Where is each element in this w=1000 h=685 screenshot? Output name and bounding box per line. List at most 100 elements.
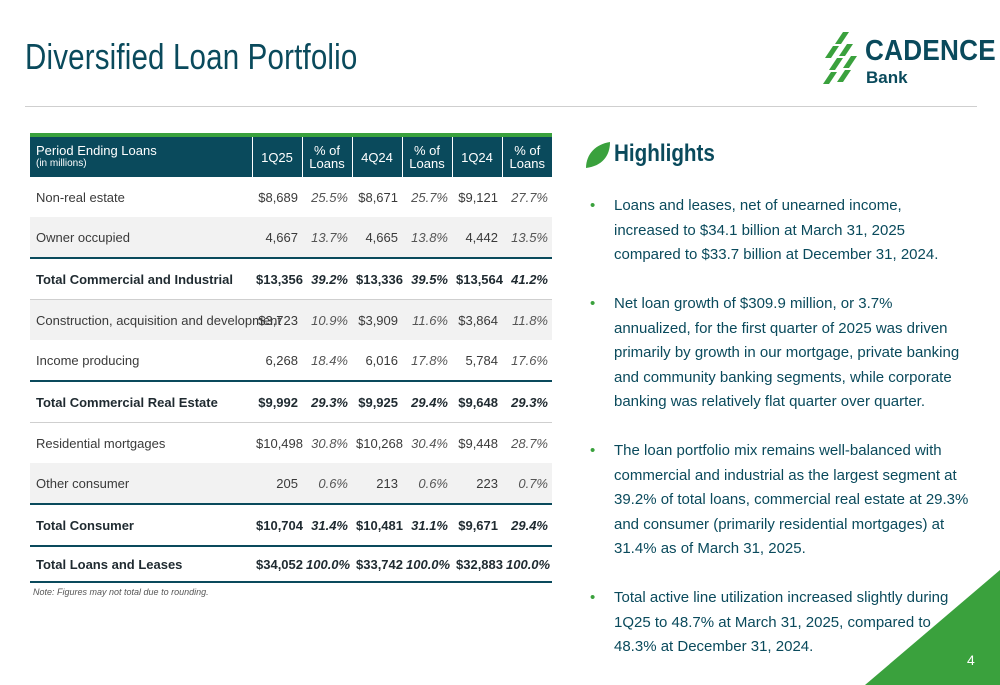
cell-value: $32,883 <box>452 545 503 583</box>
bullet-icon: • <box>590 197 596 214</box>
bullet-icon: • <box>590 589 596 606</box>
header-pct-1q24: % of Loans <box>501 135 552 177</box>
cell-value: $9,671 <box>452 503 502 547</box>
bullet-icon: • <box>590 442 596 459</box>
cell-pct: 29.4% <box>402 380 452 423</box>
cell-value: 4,665 <box>352 217 402 258</box>
cell-pct: 29.3% <box>502 380 552 423</box>
cell-value: 5,784 <box>465 352 498 368</box>
cell-value: $9,992 <box>252 380 302 423</box>
cell-pct: 30.4% <box>411 435 448 451</box>
cell-pct: 13.5% <box>502 217 552 258</box>
cell-pct: 17.8% <box>411 352 448 368</box>
header-pct-line1: % of <box>313 143 340 158</box>
logo-subtext: Bank <box>866 68 908 87</box>
header-period: Period Ending Loans (in millions) <box>30 135 252 177</box>
header-pct-line2: Loans <box>509 156 545 171</box>
header-pct-4q24: % of Loans <box>401 135 452 177</box>
header-pct-line1: % of <box>413 143 440 158</box>
header-1q24: 1Q24 <box>451 135 502 177</box>
bullet-text: The loan portfolio mix remains well-bala… <box>614 442 969 557</box>
highlights-list: • Loans and leases, net of unearned incom… <box>590 194 970 684</box>
table-row: Owner occupied 4,667 13.7% 4,665 13.8% 4… <box>30 217 552 258</box>
row-label: Total Commercial Real Estate <box>30 380 252 423</box>
cell-pct: 0.6% <box>302 463 352 504</box>
cell-pct: 31.4% <box>302 503 352 547</box>
row-label: Total Loans and Leases <box>30 545 252 583</box>
cell-pct: 25.5% <box>311 189 348 205</box>
cell-pct: 39.2% <box>302 257 352 300</box>
cell-value: $8,671 <box>358 189 398 205</box>
cell-pct: 29.4% <box>502 503 552 547</box>
row-label: Income producing <box>36 352 140 368</box>
cell-value: $3,723 <box>252 299 302 340</box>
page-title: Diversified Loan Portfolio <box>25 36 358 77</box>
row-label: Total Consumer <box>30 503 252 547</box>
cell-pct: 13.8% <box>402 217 452 258</box>
cell-pct: 0.6% <box>402 463 452 504</box>
corner-accent <box>865 570 1000 685</box>
bullet-text: Net loan growth of $309.9 million, or 3.… <box>614 295 960 410</box>
cell-value: $9,925 <box>352 380 402 423</box>
list-item: • Total active line utilization increased… <box>590 586 970 660</box>
table-footnote: Note: Figures may not total due to round… <box>33 587 209 597</box>
table-row: Other consumer 205 0.6% 213 0.6% 223 0.7… <box>30 463 552 504</box>
cell-pct: 100.0% <box>302 545 352 583</box>
header-period-label: Period Ending Loans <box>36 143 157 158</box>
cell-value: $10,704 <box>252 503 303 547</box>
cell-value: $3,864 <box>452 299 502 340</box>
header-4q24: 4Q24 <box>351 135 402 177</box>
header-1q25: 1Q25 <box>251 135 302 177</box>
cell-value: $9,448 <box>458 435 498 451</box>
cell-value: $34,052 <box>252 545 303 583</box>
table-row-total: Total Consumer $10,704 31.4% $10,481 31.… <box>30 503 552 547</box>
table-row: Residential mortgages $10,498 30.8% $10,… <box>30 423 552 464</box>
cell-value: $13,356 <box>252 257 303 300</box>
logo-wordmark: CADENCE <box>865 35 996 67</box>
table-row: Construction, acquisition and developmen… <box>30 299 552 340</box>
row-label: Owner occupied <box>30 217 252 258</box>
cell-pct: 13.7% <box>302 217 352 258</box>
title-divider <box>25 106 977 107</box>
header-pct-line2: Loans <box>409 156 445 171</box>
cell-value: $10,498 <box>256 435 303 451</box>
list-item: • Net loan growth of $309.9 million, or 3… <box>590 292 970 415</box>
cell-pct: 17.6% <box>511 352 548 368</box>
leaf-icon <box>586 142 610 168</box>
cell-value: $33,742 <box>352 545 403 583</box>
cell-value: $10,268 <box>356 435 403 451</box>
table-row-total: Total Commercial and Industrial $13,356 … <box>30 257 552 300</box>
cell-pct: 18.4% <box>311 352 348 368</box>
cell-value: 4,667 <box>252 217 302 258</box>
cell-value: $10,481 <box>352 503 403 547</box>
cadence-bank-logo: CADENCE Bank <box>823 30 996 92</box>
table-row-total: Total Commercial Real Estate $9,992 29.3… <box>30 380 552 423</box>
bullet-icon: • <box>590 295 596 312</box>
cell-value: 205 <box>252 463 302 504</box>
cell-value: 223 <box>452 463 502 504</box>
cell-pct: 0.7% <box>502 463 552 504</box>
table-row: Income producing 6,268 18.4% 6,016 17.8%… <box>30 340 552 381</box>
highlights-title: Highlights <box>614 140 715 167</box>
list-item: • The loan portfolio mix remains well-bal… <box>590 439 970 562</box>
bullet-text: Total active line utilization increased … <box>614 589 949 655</box>
cell-pct: 30.8% <box>311 435 348 451</box>
cell-pct: 11.8% <box>502 299 552 340</box>
cell-value: 6,016 <box>365 352 398 368</box>
row-label: Construction, acquisition and developmen… <box>30 299 281 340</box>
bullet-text: Loans and leases, net of unearned income… <box>614 197 939 263</box>
loan-portfolio-table: Period Ending Loans (in millions) 1Q25 %… <box>30 133 552 583</box>
cell-value: 6,268 <box>265 352 298 368</box>
header-pct-line2: Loans <box>309 156 345 171</box>
cell-pct: 31.1% <box>402 503 452 547</box>
cell-value: $3,909 <box>352 299 402 340</box>
header-pct-1q25: % of Loans <box>301 135 352 177</box>
cell-value: $9,121 <box>458 189 498 205</box>
cell-pct: 39.5% <box>402 257 452 300</box>
cell-value: $9,648 <box>452 380 502 423</box>
table-row: Non-real estate $8,689 25.5% $8,671 25.7… <box>30 177 552 217</box>
cell-pct: 10.9% <box>302 299 352 340</box>
cell-pct: 100.0% <box>402 545 452 583</box>
cell-pct: 25.7% <box>411 189 448 205</box>
header-pct-line1: % of <box>514 143 541 158</box>
